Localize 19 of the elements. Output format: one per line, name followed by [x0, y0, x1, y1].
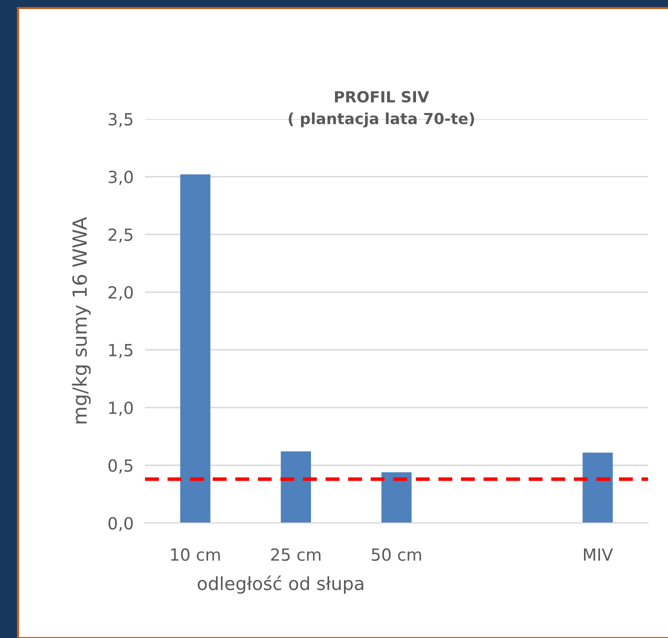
y-tick-label: 3,0 — [108, 170, 133, 185]
bar — [582, 452, 613, 523]
y-tick-label: 1,5 — [109, 344, 132, 358]
y-tick-label: 0,5 — [108, 459, 132, 474]
chart-title: PROFIL SIV ( plantacja lata 70-te) — [288, 90, 474, 128]
y-tick-label: 0,0 — [108, 516, 133, 532]
y-tick-label: 2,0 — [108, 286, 133, 300]
bar — [280, 451, 311, 523]
y-tick-label: 2,5 — [108, 228, 132, 243]
x-tick-label: MIV — [584, 548, 613, 561]
bar — [381, 472, 412, 523]
x-tick-label: 50 cm — [372, 548, 422, 561]
y-tick-label: 1,0 — [109, 402, 133, 416]
bar — [180, 174, 210, 523]
y-tick-label: 3,5 — [108, 112, 132, 128]
x-tick-label: 25 cm — [271, 548, 320, 561]
x-axis-title: odległość od słupa — [198, 576, 364, 594]
y-axis-title: mg/kg sumy 16 WWA — [72, 217, 91, 424]
x-tick-label: 10 cm — [171, 548, 220, 561]
